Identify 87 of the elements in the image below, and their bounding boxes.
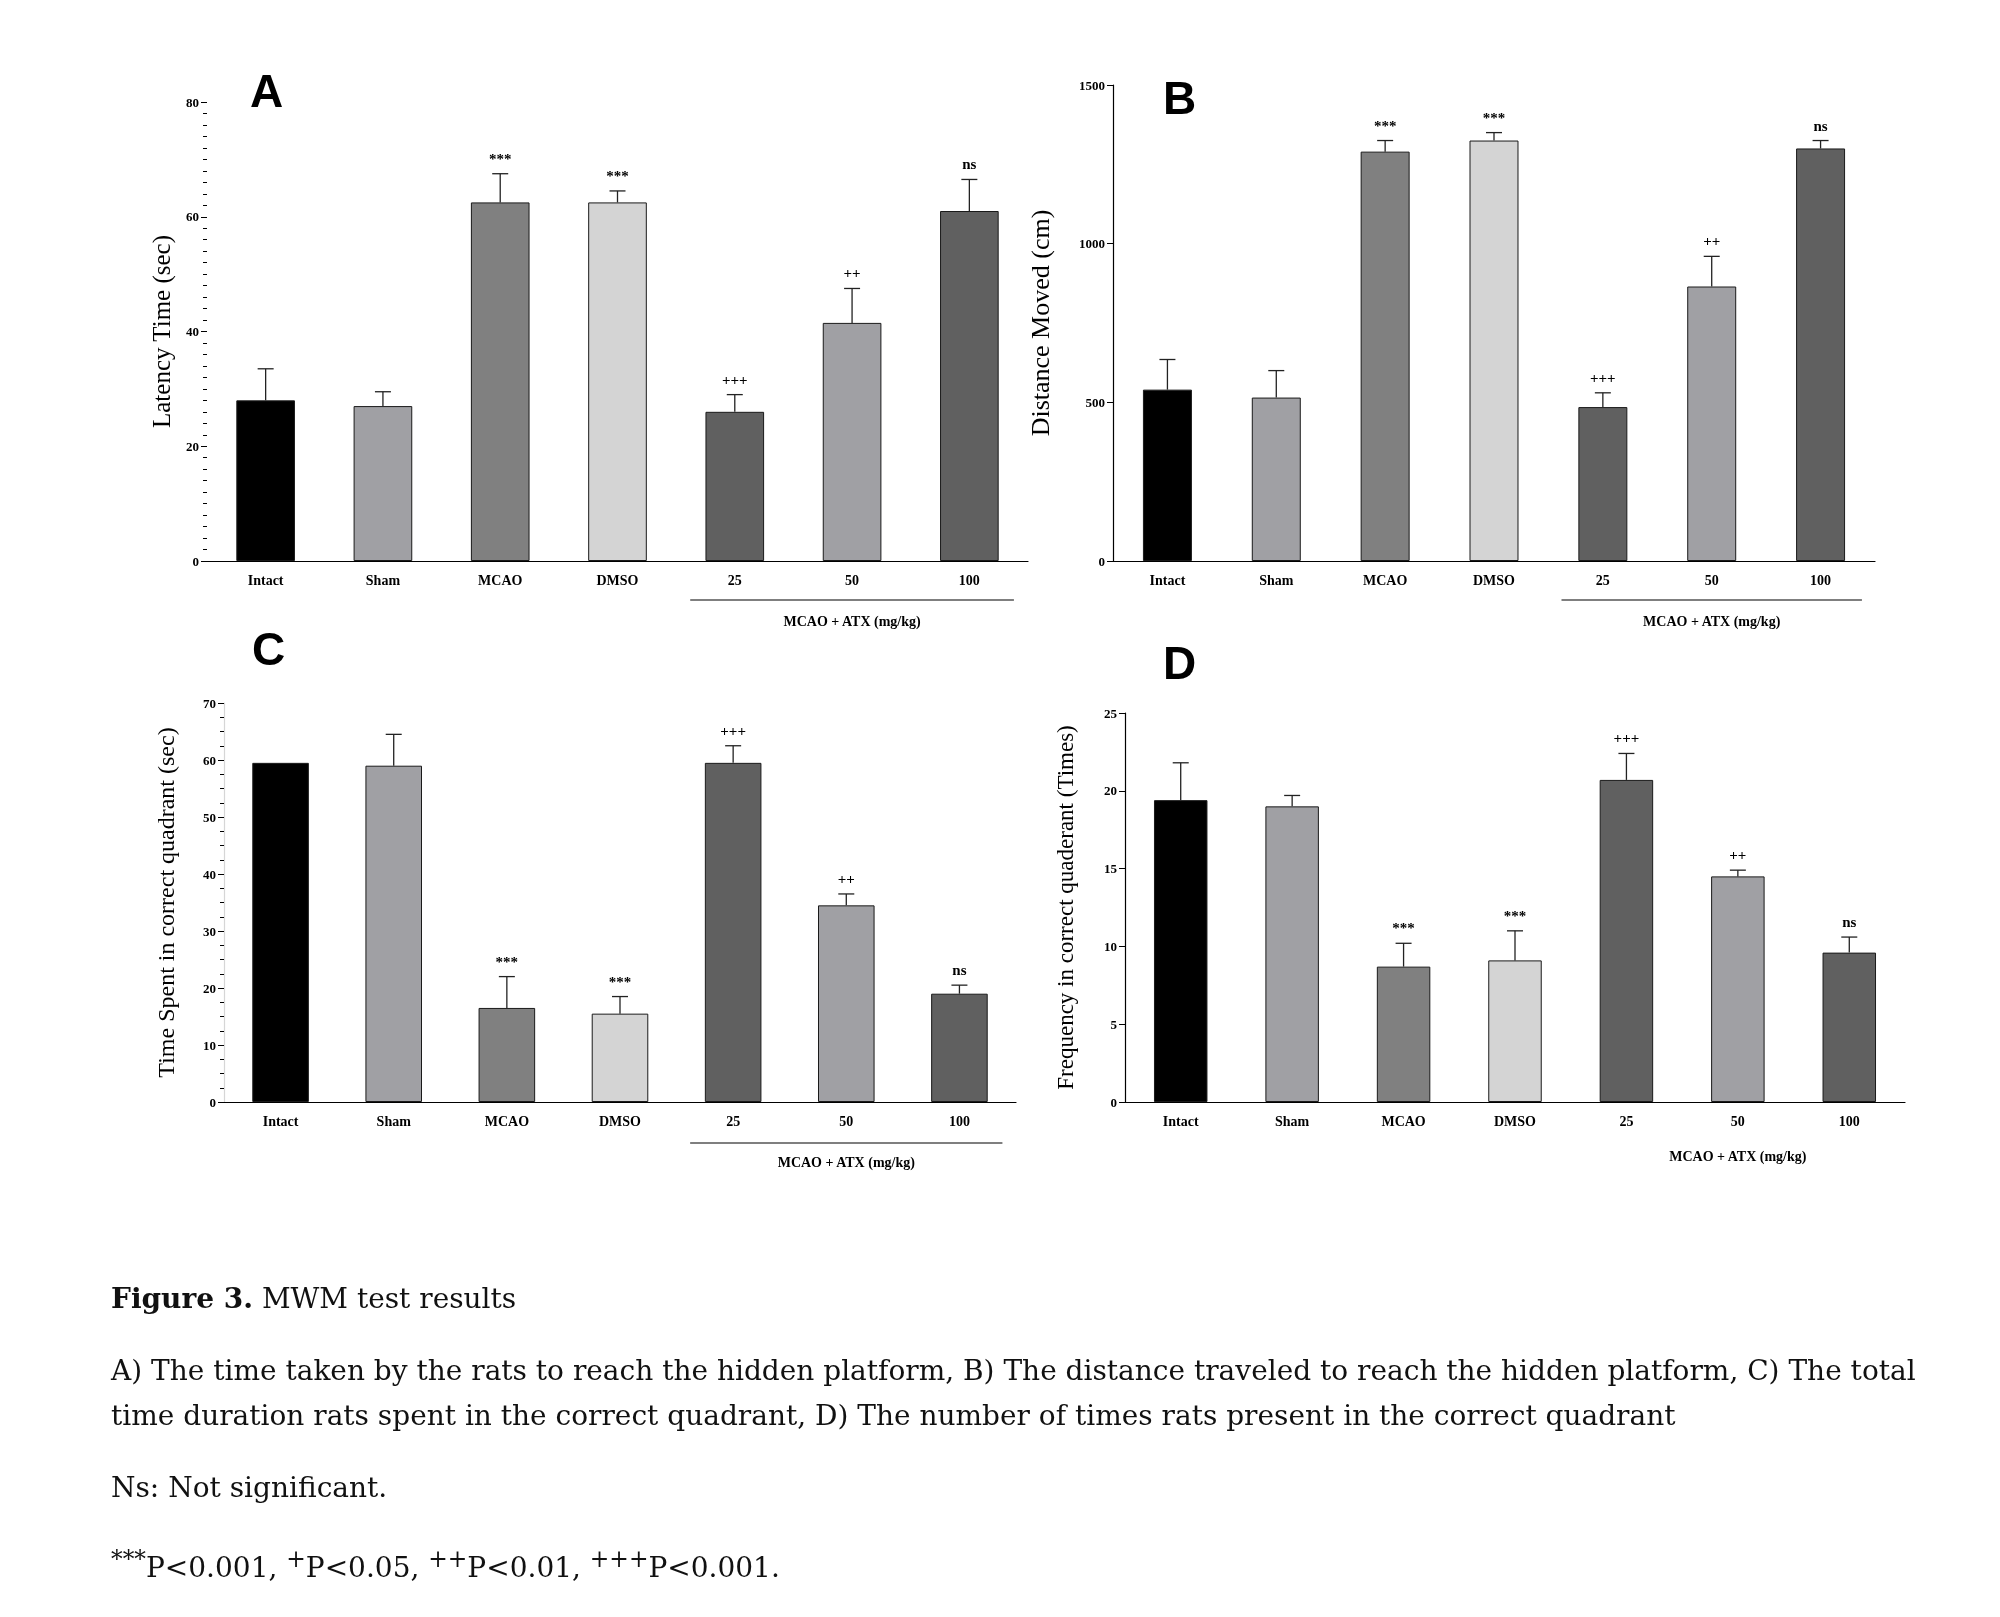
x-tick-label: 100 <box>948 1113 970 1129</box>
x-tick-label: DMSO <box>596 572 639 588</box>
annotation: +++ <box>1590 369 1616 386</box>
y-tick-label: 40 <box>203 866 216 882</box>
y-tick-label: 10 <box>1104 938 1117 954</box>
x-tick-label: 50 <box>845 572 860 588</box>
y-tick-label: 1000 <box>1079 236 1105 252</box>
y-axis-title: Time Spent in correct quadrant (sec) <box>153 727 179 1078</box>
text: A) The time taken by the rats to reach the hidden platform, B) The distance traveled to reach the hidden platform, C) The total time duration rats spent in the correct quadrant, D) The number of times rats present in the correct quadrant <box>111 1353 1917 1434</box>
x-tick-label: DMSO <box>599 1113 642 1129</box>
x-axis-title: MCAO + ATX (mg/kg) <box>1643 613 1781 630</box>
y-tick-label: 0 <box>209 1094 216 1110</box>
y-tick-label: 60 <box>203 752 216 768</box>
y-tick-label: 15 <box>1104 861 1118 877</box>
y-tick-label: 50 <box>203 809 216 825</box>
y-tick-label: 500 <box>1085 394 1105 410</box>
x-tick-label: MCAO <box>1362 572 1408 588</box>
x-axis-title: MCAO + ATX (mg/kg) <box>1669 1148 1807 1165</box>
x-tick-label: MCAO <box>1381 1113 1426 1129</box>
x-tick-label: MCAO <box>484 1113 530 1129</box>
annotation: ns <box>952 962 967 979</box>
y-tick-label: 1500 <box>1079 77 1105 93</box>
annotation: *** <box>608 973 632 990</box>
x-tick-label: Sham <box>376 1113 412 1129</box>
x-tick-label: 50 <box>1704 572 1719 588</box>
x-tick-label: Sham <box>1275 1113 1310 1129</box>
x-tick-label: DMSO <box>1473 572 1516 588</box>
y-tick-label: 5 <box>1110 1016 1118 1032</box>
y-tick-label: 0 <box>1110 1094 1117 1110</box>
annotation: *** <box>1392 920 1415 937</box>
x-tick-label: MCAO <box>478 572 523 588</box>
x-axis-title: MCAO + ATX (mg/kg) <box>783 613 922 630</box>
y-tick-label: 25 <box>1104 705 1118 721</box>
chart-title: A <box>250 65 284 117</box>
x-axis-title: MCAO + ATX (mg/kg) <box>777 1154 916 1171</box>
annotation: ns <box>962 156 977 173</box>
x-tick-label: 25 <box>1619 1113 1634 1129</box>
y-tick-label: 0 <box>192 553 199 569</box>
y-tick-label: 40 <box>186 324 199 339</box>
x-tick-label: Intact <box>262 1113 299 1129</box>
annotation: *** <box>1373 117 1397 134</box>
y-tick-label: 0 <box>1098 553 1105 569</box>
x-tick-label: Intact <box>247 572 284 588</box>
annotation: +++ <box>1613 730 1640 747</box>
y-tick-label: 20 <box>1104 783 1117 799</box>
annotation: *** <box>1482 109 1506 126</box>
y-tick-label: 30 <box>203 923 216 939</box>
annotation: ++ <box>843 265 861 282</box>
x-tick-label: 50 <box>839 1113 854 1129</box>
x-tick-label: Intact <box>1162 1113 1199 1129</box>
x-tick-label: 100 <box>1838 1113 1860 1129</box>
x-tick-label: 25 <box>726 1113 741 1129</box>
y-tick-label: 20 <box>203 980 216 996</box>
annotation: ++ <box>1703 233 1721 250</box>
y-tick-label: 60 <box>186 209 199 225</box>
x-tick-label: 100 <box>1810 572 1832 588</box>
text: Figure 3. MWM test results <box>111 1282 517 1315</box>
x-tick-label: 25 <box>1595 572 1610 588</box>
y-tick-label: 10 <box>203 1037 216 1053</box>
annotation: *** <box>495 953 519 970</box>
y-axis-title: Latency Time (sec) <box>148 234 176 429</box>
annotation: ns <box>1842 914 1857 931</box>
chart-title: D <box>1163 637 1197 689</box>
text: Ns: Not significant. <box>111 1470 389 1506</box>
x-tick-label: Sham <box>1259 572 1294 588</box>
annotation: *** <box>1503 907 1527 924</box>
chart-title: C <box>252 623 286 675</box>
text: $^{***}$P<0.001, $^{+}$P<0.05, $^{++}$P<0.01, $^{+++}$P<0.001. <box>111 1544 781 1587</box>
annotation: ++ <box>837 870 855 887</box>
x-tick-label: DMSO <box>1494 1113 1537 1129</box>
annotation: +++ <box>721 371 748 388</box>
x-tick-label: Intact <box>1149 572 1186 588</box>
y-tick-label: 20 <box>186 438 199 454</box>
y-tick-label: 70 <box>203 695 216 711</box>
annotation: ++ <box>1729 847 1747 864</box>
annotation: +++ <box>720 722 746 739</box>
annotation: *** <box>488 150 512 167</box>
y-tick-label: 80 <box>186 94 199 110</box>
x-tick-label: 50 <box>1730 1113 1745 1129</box>
chart-title: B <box>1163 72 1197 124</box>
y-axis-title: Distance Moved (cm) <box>1025 209 1055 437</box>
annotation: *** <box>606 167 629 184</box>
annotation: ns <box>1813 117 1828 134</box>
x-tick-label: 100 <box>958 572 980 588</box>
y-axis-title: Frequency in correct quaderant (Times) <box>1053 725 1078 1090</box>
x-tick-label: Sham <box>365 572 401 588</box>
x-tick-label: 25 <box>727 572 742 588</box>
